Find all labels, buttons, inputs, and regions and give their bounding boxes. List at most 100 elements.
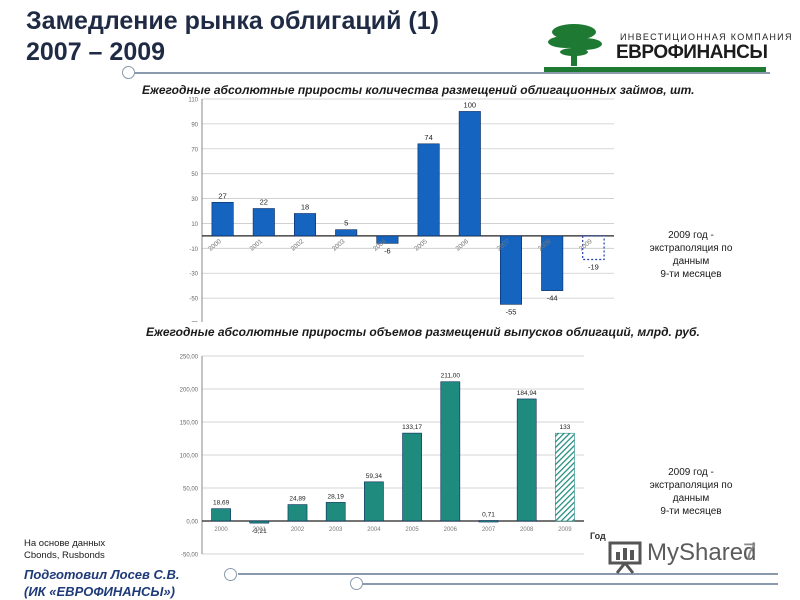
chart1-data-label: -44 bbox=[547, 294, 558, 303]
chart2-y-tick-label: 100,00 bbox=[180, 454, 199, 460]
chart1-category-label: 2006 bbox=[455, 238, 471, 253]
top-divider-dot bbox=[122, 66, 135, 79]
chart1-y-tick-label: -30 bbox=[189, 272, 198, 278]
chart1-y-tick-label: -70 bbox=[189, 322, 198, 323]
chart2-bar bbox=[211, 508, 231, 522]
chart1-category-label: 2005 bbox=[413, 238, 429, 253]
chart2-data-label: 133 bbox=[559, 424, 570, 431]
chart1-y-tick-label: 10 bbox=[191, 222, 198, 228]
chart2-data-label: 24,89 bbox=[289, 496, 306, 503]
chart1-bar bbox=[252, 208, 275, 237]
company-logo: ИНВЕСТИЦИОННАЯ КОМПАНИЯ ЕВРОФИНАНСЫ bbox=[544, 20, 791, 76]
chart1-data-label: -55 bbox=[506, 307, 517, 316]
chart1-y-tick-label: 50 bbox=[191, 172, 198, 178]
chart2-note-line-3: данным bbox=[672, 493, 710, 504]
logo-underline bbox=[544, 67, 766, 73]
chart1-data-label: 27 bbox=[218, 191, 226, 200]
chart1-bar bbox=[293, 213, 317, 237]
author-credit: Подготовил Лосев С.В. (ИК «ЕВРОФИНАНСЫ») bbox=[24, 566, 180, 600]
slide-title: Замедление рынка облигаций (1) 2007 – 20… bbox=[26, 6, 439, 68]
title-line-1: Замедление рынка облигаций (1) bbox=[26, 7, 439, 35]
chart2-data-label: 184,94 bbox=[517, 390, 537, 397]
chart1-data-label: 5 bbox=[344, 219, 348, 228]
chart1-y-tick-label: -10 bbox=[189, 247, 198, 253]
chart2-x-axis-label: Год bbox=[590, 531, 606, 541]
chart1-bar bbox=[458, 111, 481, 237]
chart1-category-label: 2002 bbox=[290, 238, 306, 253]
chart2-y-tick-label: -50,00 bbox=[181, 553, 199, 559]
watermark-text: MyShared bbox=[647, 539, 757, 566]
chart1-bar bbox=[541, 235, 564, 291]
chart1-data-label: 22 bbox=[260, 198, 268, 207]
tree-icon bbox=[548, 24, 602, 66]
chart1-data-label: 100 bbox=[464, 100, 477, 109]
logo-name: ЕВРОФИНАНСЫ bbox=[616, 42, 768, 63]
bottom-divider-2 bbox=[362, 583, 778, 585]
chart1: 110 90 70 50 30 10 -10 -30 -50 -70 27 2000 22 2001 18 2… bbox=[188, 98, 614, 323]
chart2-category-label: 2008 bbox=[520, 527, 534, 533]
bottom-divider-1-dot bbox=[224, 568, 237, 581]
title-line-2: 2007 – 2009 bbox=[26, 38, 166, 66]
chart1-category-label: 2000 bbox=[207, 238, 223, 253]
chart2-title: Ежегодные абсолютные приросты объемов ра… bbox=[146, 325, 700, 339]
chart1-data-label: 18 bbox=[301, 202, 309, 211]
chart2-bar bbox=[249, 520, 270, 524]
chart2-data-label: 18,69 bbox=[213, 500, 230, 507]
chart2-bar bbox=[478, 520, 499, 523]
chart1-category-label: 2003 bbox=[331, 238, 347, 253]
chart1-y-tick-label: 30 bbox=[191, 197, 198, 203]
chart2: 250,00 200,00 150,00 100,00 50,00 0,00 -50,00 1… bbox=[180, 355, 606, 559]
chart1-bar bbox=[499, 235, 523, 305]
chart2-note-line-2: экстраполяция по bbox=[649, 480, 733, 491]
chart2-category-label: 2003 bbox=[329, 527, 343, 533]
chart1-data-label: 74 bbox=[424, 133, 432, 142]
chart2-category-label: 2000 bbox=[214, 527, 228, 533]
bottom-divider-2-dot bbox=[350, 577, 363, 590]
chart2-category-label: 2005 bbox=[405, 527, 419, 533]
chart1-y-tick-label: 90 bbox=[191, 122, 198, 128]
chart1-data-label: -19 bbox=[588, 263, 599, 272]
chart1-bar bbox=[582, 235, 605, 261]
chart1-bar bbox=[376, 235, 399, 244]
chart1-category-label: 2001 bbox=[249, 238, 265, 253]
chart2-data-label: 28,19 bbox=[328, 493, 345, 500]
chart2-y-tick-label: 200,00 bbox=[180, 388, 199, 394]
chart2-category-label: 2004 bbox=[367, 527, 381, 533]
chart1-note-line-3: данным bbox=[672, 256, 710, 267]
presentation-icon bbox=[608, 541, 642, 574]
chart1-bar bbox=[417, 143, 440, 237]
top-divider bbox=[135, 72, 770, 74]
chart1-y-tick-label: 110 bbox=[188, 98, 198, 104]
chart2-note-line-1: 2009 год - bbox=[668, 467, 714, 478]
chart2-data-label: -3,21 bbox=[252, 528, 267, 535]
chart1-y-tick-label: -50 bbox=[189, 297, 198, 303]
chart2-note: 2009 год - экстраполяция по данным 9-ти … bbox=[636, 466, 746, 518]
chart2-data-label: 211,00 bbox=[441, 373, 461, 380]
chart2-bar bbox=[364, 481, 384, 522]
chart2-bar bbox=[402, 432, 422, 522]
chart2-note-line-4: 9-ти месяцев bbox=[660, 506, 722, 517]
chart1-bar bbox=[211, 201, 234, 237]
author-line-2: (ИК «ЕВРОФИНАНСЫ») bbox=[24, 584, 175, 599]
chart2-data-label: 59,34 bbox=[366, 473, 383, 480]
chart2-bar bbox=[516, 398, 537, 522]
chart1-y-tick-label: 70 bbox=[191, 147, 198, 153]
chart2-bar bbox=[440, 381, 461, 522]
chart2-bar bbox=[325, 502, 346, 522]
logo-subtitle: ИНВЕСТИЦИОННАЯ КОМПАНИЯ bbox=[620, 32, 793, 42]
chart2-data-label: 133,17 bbox=[402, 424, 422, 431]
source-line-1: На основе данных bbox=[24, 538, 106, 549]
author-line-1: Подготовил Лосев С.В. bbox=[24, 567, 180, 582]
chart2-data-label: 0,71 bbox=[482, 512, 495, 519]
chart1-note-line-2: экстраполяция по bbox=[649, 243, 733, 254]
chart2-y-tick-label: 0,00 bbox=[186, 520, 198, 526]
bottom-divider-1 bbox=[238, 573, 778, 575]
chart2-bar bbox=[287, 504, 308, 522]
chart1-data-label: -6 bbox=[384, 246, 391, 255]
chart1-note: 2009 год - экстраполяция по данным 9-ти … bbox=[636, 229, 746, 281]
chart2-y-tick-label: 250,00 bbox=[180, 355, 199, 361]
chart1-category-label: 2009 bbox=[578, 238, 594, 253]
chart2-category-label: 2009 bbox=[558, 527, 572, 533]
chart2-category-label: 2007 bbox=[482, 527, 496, 533]
chart2-category-label: 2006 bbox=[444, 527, 458, 533]
